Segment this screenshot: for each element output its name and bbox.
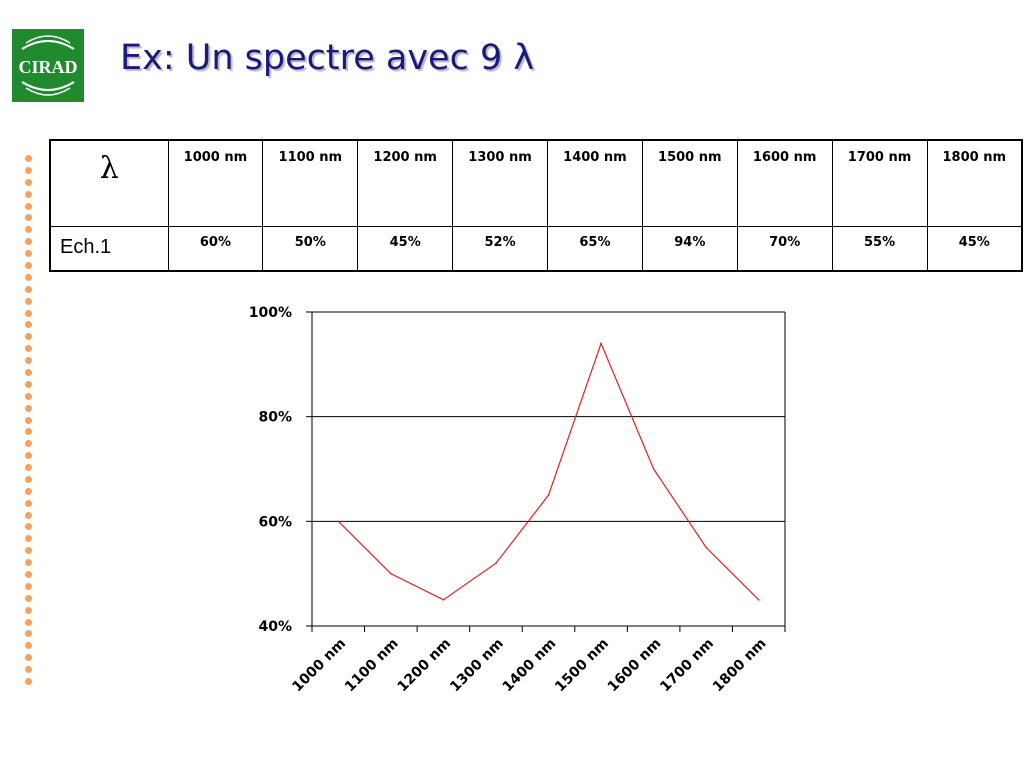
- data-point: [547, 494, 550, 496]
- series-line: [337, 341, 760, 601]
- x-tick-label: 1000 nm: [289, 636, 349, 696]
- bullet-dot: [25, 475, 32, 483]
- bullet-dot: [25, 297, 32, 305]
- bullet-dot: [25, 464, 32, 472]
- slide-title: Ex: Un spectre avec 9 λ: [120, 38, 535, 78]
- data-point: [390, 572, 392, 575]
- data-point: [600, 342, 602, 345]
- bullet-dot: [25, 345, 32, 353]
- bullet-dot: [25, 547, 32, 555]
- value-cell: 65%: [547, 226, 643, 272]
- bullet-dot: [25, 309, 32, 317]
- y-tick-label: 60%: [258, 514, 292, 530]
- bullet-dot: [25, 594, 32, 602]
- header-cell: 1800 nm: [926, 139, 1023, 227]
- bullet-dot: [25, 404, 32, 412]
- x-tick-label: 1700 nm: [657, 636, 717, 696]
- data-point: [337, 520, 340, 523]
- x-tick-label: 1600 nm: [605, 636, 665, 696]
- bullet-dot: [25, 440, 32, 448]
- bullet-dot: [25, 166, 32, 174]
- x-tick-label: 1500 nm: [552, 636, 612, 696]
- value-cell: 52%: [452, 226, 548, 272]
- value-cell: 94%: [641, 226, 738, 272]
- bullet-dot: [25, 606, 32, 614]
- bullet-dot: [25, 559, 32, 567]
- bullet-dot: [25, 250, 32, 258]
- header-cell: 1000 nm: [167, 139, 264, 227]
- spectrum-table: λ 1000 nm 1100 nm 1200 nm 1300 nm 1400 n…: [49, 139, 1023, 272]
- value-cell: 45%: [357, 226, 454, 272]
- y-tick-label: 80%: [258, 410, 292, 426]
- bullet-dot: [25, 571, 32, 579]
- bullet-dot: [25, 523, 32, 531]
- bullet-dot: [25, 499, 32, 507]
- header-cell: 1300 nm: [452, 139, 548, 227]
- bullet-dot: [25, 452, 32, 460]
- logo-text: CIRAD: [18, 57, 77, 77]
- bullet-dot: [25, 261, 32, 269]
- bullet-dot: [25, 178, 32, 186]
- decorative-dotted-line: [25, 155, 33, 685]
- header-cell: 1100 nm: [262, 139, 359, 227]
- bullet-dot: [25, 630, 32, 638]
- bullet-dot: [25, 333, 32, 341]
- bullet-dot: [25, 487, 32, 495]
- value-cell: 45%: [926, 226, 1023, 272]
- bullet-dot: [25, 428, 32, 436]
- cirad-logo: CIRAD: [12, 29, 84, 102]
- bullet-dot: [25, 226, 32, 234]
- bullet-dot: [25, 214, 32, 222]
- value-cell: 60%: [167, 226, 264, 272]
- header-cell: 1700 nm: [831, 139, 928, 227]
- bullet-dot: [25, 238, 32, 246]
- y-tick-label: 100%: [249, 305, 292, 321]
- bullet-dot: [25, 666, 32, 674]
- x-tick-label: 1100 nm: [342, 636, 402, 696]
- bullet-dot: [25, 202, 32, 210]
- header-cell: 1600 nm: [736, 139, 833, 227]
- value-cell: 55%: [831, 226, 928, 272]
- x-tick-label: 1200 nm: [395, 636, 455, 696]
- value-cell: 70%: [736, 226, 833, 272]
- bullet-dot: [25, 380, 32, 388]
- bullet-dot: [25, 678, 32, 685]
- bullet-dot: [25, 357, 32, 365]
- bullet-dot: [25, 582, 32, 590]
- bullet-dot: [25, 285, 32, 293]
- data-point: [652, 468, 655, 470]
- bullet-dot: [25, 321, 32, 329]
- data-point: [757, 599, 760, 601]
- table-row: Ech.1 60% 50% 45% 52% 65% 94% 70% 55% 45…: [49, 226, 1023, 272]
- bullet-dot: [25, 654, 32, 662]
- bullet-dot: [25, 155, 32, 162]
- data-point: [705, 546, 707, 549]
- bullet-dot: [25, 392, 32, 400]
- value-cell: 50%: [262, 226, 359, 272]
- bullet-dot: [25, 535, 32, 543]
- bullet-dot: [25, 368, 32, 376]
- bullet-dot: [25, 642, 32, 650]
- y-tick-label: 40%: [258, 619, 292, 635]
- x-tick-label: 1400 nm: [500, 636, 560, 696]
- bullet-dot: [25, 273, 32, 281]
- x-tick-label: 1800 nm: [710, 636, 770, 696]
- bullet-dot: [25, 511, 32, 519]
- bullet-dot: [25, 618, 32, 626]
- bullet-dot: [25, 190, 32, 198]
- header-cell: 1200 nm: [357, 139, 454, 227]
- table-header-row: λ 1000 nm 1100 nm 1200 nm 1300 nm 1400 n…: [49, 139, 1023, 227]
- header-cell: 1500 nm: [641, 139, 738, 227]
- bullet-dot: [25, 416, 32, 424]
- x-tick-label: 1300 nm: [447, 636, 507, 696]
- lambda-header-cell: λ: [49, 139, 169, 227]
- row-label: Ech.1: [49, 226, 169, 272]
- data-point: [442, 599, 445, 601]
- data-point: [495, 562, 497, 564]
- header-cell: 1400 nm: [547, 139, 643, 227]
